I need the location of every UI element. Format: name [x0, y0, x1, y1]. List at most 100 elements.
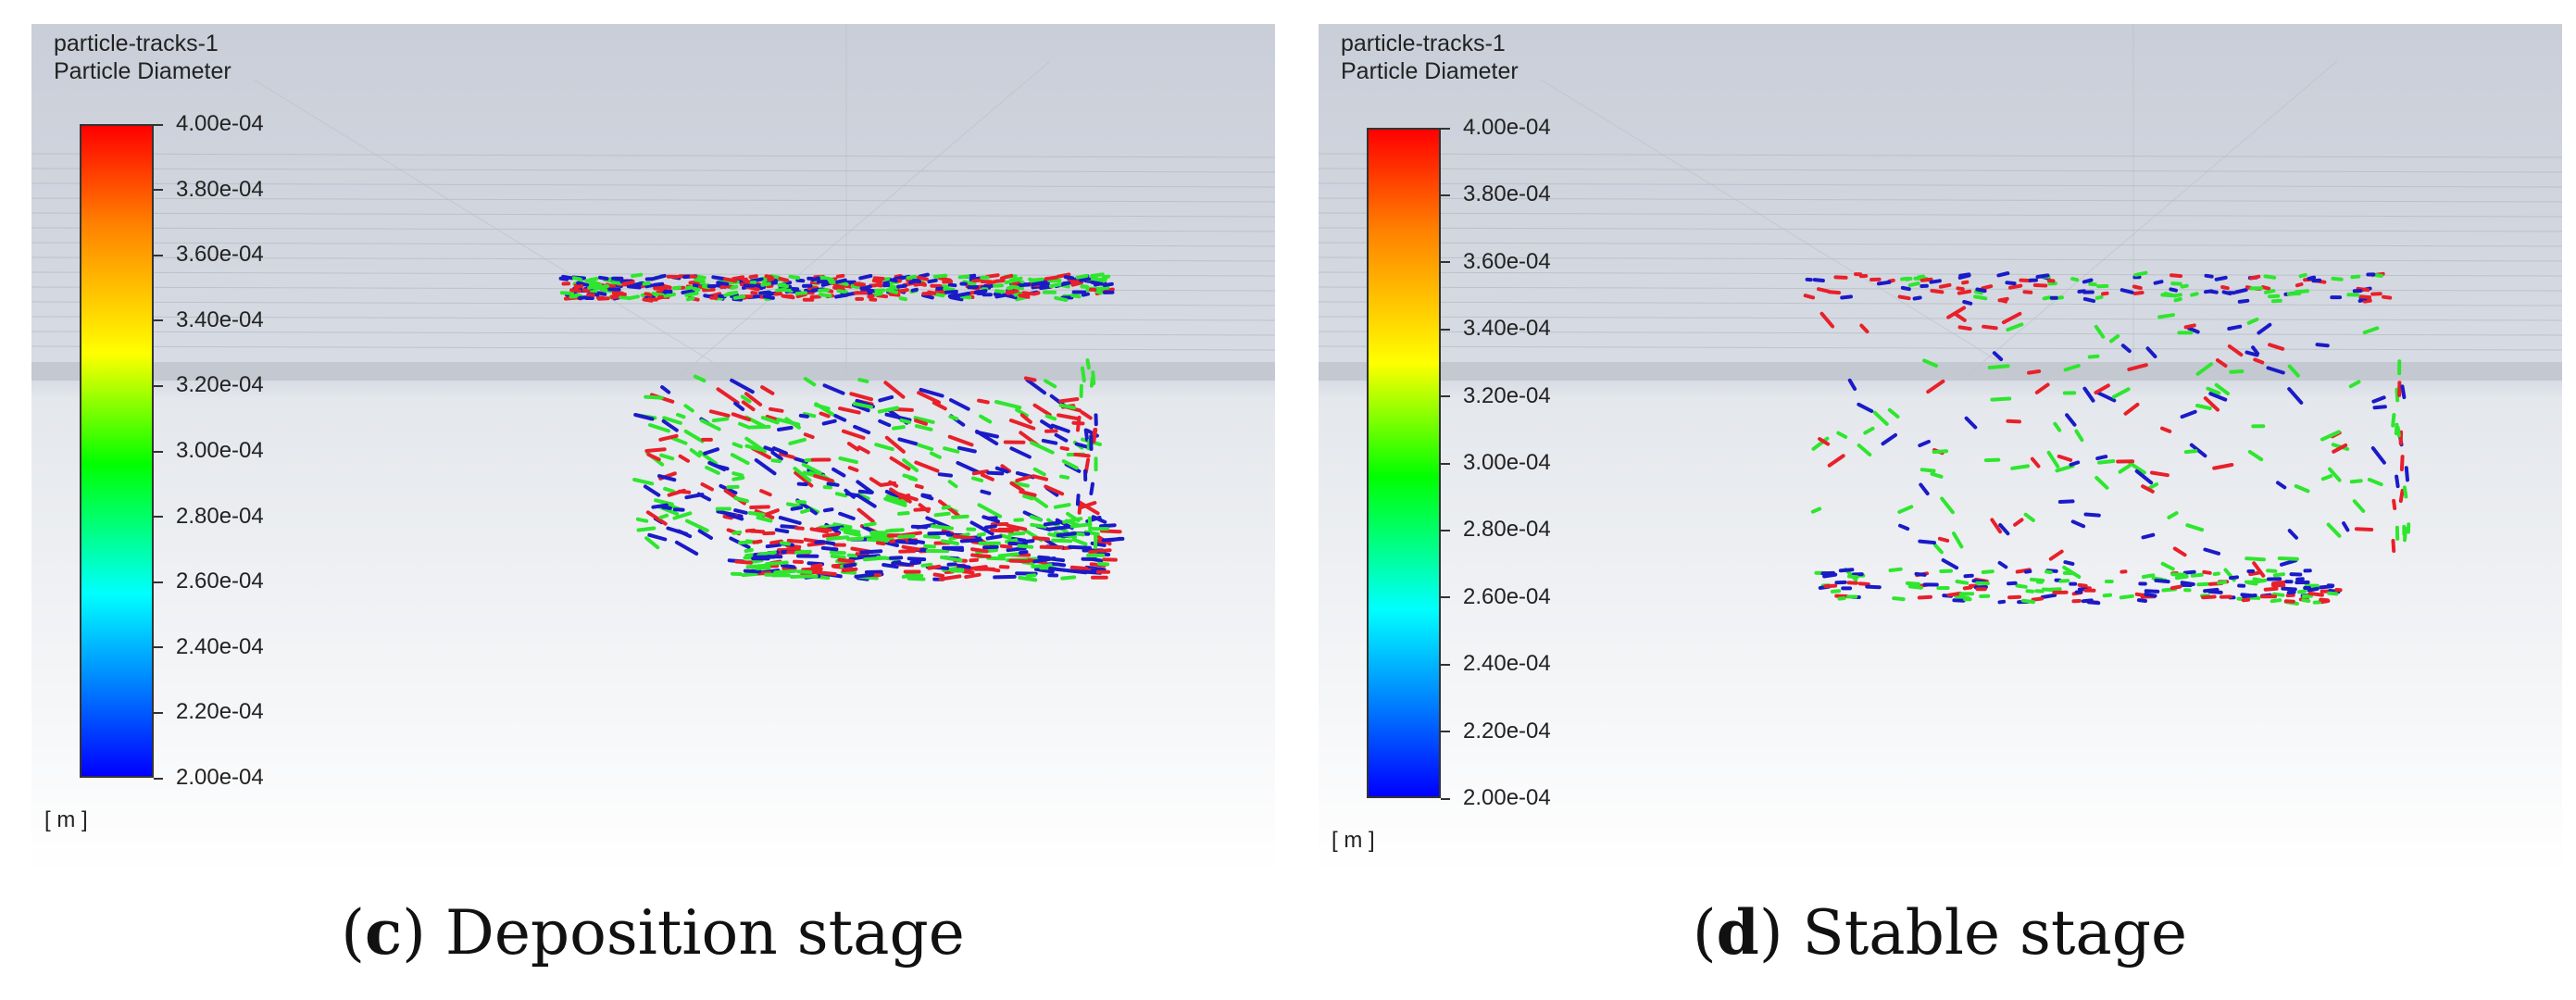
particle-streak	[2128, 461, 2146, 475]
particle-streak	[734, 559, 753, 565]
particle-streak	[1008, 276, 1023, 282]
particle-streak	[2362, 326, 2380, 335]
particle-streak	[730, 453, 750, 466]
legend-variable: Particle Diameter	[54, 58, 231, 84]
particle-streak	[1932, 449, 1949, 455]
particle-streak	[857, 507, 875, 523]
particle-streak	[1048, 282, 1062, 288]
mesh-line	[31, 212, 1275, 218]
particle-streak	[2074, 429, 2084, 443]
colorbar-tick-label: 3.80e-04	[154, 178, 264, 201]
particle-streak	[857, 445, 870, 455]
particle-streak	[755, 566, 771, 570]
particle-streak	[2132, 284, 2143, 291]
particle-streak	[769, 539, 783, 545]
particle-streak	[1088, 548, 1112, 555]
particle-streak	[1032, 556, 1057, 564]
particle-streak	[1090, 272, 1105, 278]
particle-streak	[923, 534, 941, 540]
particle-streak	[2398, 488, 2405, 504]
particle-streak	[947, 480, 958, 489]
particle-streak	[2251, 345, 2260, 356]
particle-streak	[1043, 520, 1061, 527]
particle-streak	[2332, 443, 2348, 454]
particle-streak	[2134, 592, 2145, 597]
particle-streak	[744, 553, 755, 558]
particle-streak	[982, 515, 1000, 524]
particle-streak	[908, 279, 920, 285]
particle-streak	[857, 378, 869, 383]
particle-streak	[654, 498, 674, 506]
particle-streak	[951, 514, 969, 519]
colorbar	[80, 124, 154, 778]
colorbar-tick-label: 3.20e-04	[154, 374, 264, 396]
colorbar-tick-label: 3.00e-04	[1441, 452, 1551, 474]
particle-streak	[1905, 581, 1920, 586]
particle-streak	[1926, 379, 1945, 394]
particle-streak	[2173, 297, 2182, 303]
particle-streak	[975, 430, 999, 439]
particle-streak	[696, 274, 707, 280]
colorbar-ticks: 4.00e-04 3.80e-04 3.60e-04 3.40e-04 3.20…	[1441, 117, 1589, 809]
particle-streak	[644, 447, 667, 453]
particle-streak	[1044, 379, 1057, 389]
particle-streak	[1990, 396, 2012, 402]
particle-streak	[676, 412, 686, 419]
particle-streak	[699, 419, 721, 431]
particle-streak	[1028, 277, 1038, 282]
particle-streak	[857, 489, 873, 494]
particle-streak	[2023, 512, 2035, 522]
particle-streak	[2270, 298, 2282, 304]
particle-streak	[2169, 287, 2178, 293]
particle-streak	[2356, 286, 2370, 293]
particle-streak	[917, 443, 934, 452]
particle-streak	[754, 283, 767, 290]
particle-streak	[587, 284, 600, 290]
particle-streak	[740, 394, 752, 404]
particle-streak	[2307, 275, 2317, 281]
particle-streak	[941, 539, 959, 545]
particle-streak	[2035, 273, 2050, 279]
particle-streak	[2143, 593, 2157, 598]
particle-streak	[832, 467, 846, 478]
particle-streak	[1044, 484, 1065, 496]
particle-streak	[2095, 294, 2104, 300]
particle-streak	[757, 550, 777, 557]
particle-streak	[2237, 298, 2250, 304]
particle-streak	[1859, 323, 1869, 334]
particle-streak	[1032, 403, 1052, 417]
particle-streak	[835, 273, 845, 279]
particle-streak	[1898, 523, 1910, 531]
particle-streak	[1102, 281, 1114, 287]
particle-streak	[1096, 561, 1110, 567]
particle-streak	[672, 511, 693, 520]
particle-streak	[744, 444, 763, 452]
particle-streak	[1039, 284, 1052, 291]
particle-streak	[644, 283, 654, 289]
mesh-line	[1540, 79, 2023, 377]
particle-streak	[1051, 538, 1073, 544]
particle-streak	[636, 526, 657, 532]
particle-streak	[732, 442, 744, 449]
particle-streak	[2307, 586, 2320, 593]
particle-streak	[1983, 457, 2001, 463]
particle-streak	[2045, 569, 2053, 575]
particle-streak	[2229, 575, 2239, 581]
particle-streak	[2206, 386, 2221, 395]
particle-streak	[869, 477, 882, 487]
particle-streak	[786, 538, 805, 544]
particle-streak	[811, 276, 820, 282]
particle-streak	[2173, 293, 2182, 298]
particle-streak	[2358, 294, 2372, 300]
colorbar-tick-label: 2.80e-04	[154, 505, 264, 528]
particle-streak	[841, 567, 858, 573]
particle-streak	[730, 293, 740, 298]
particle-streak	[2095, 391, 2117, 403]
particle-streak	[970, 553, 992, 558]
particle-streak	[2277, 556, 2299, 561]
particle-streak	[1103, 287, 1115, 293]
particle-streak	[933, 511, 951, 518]
particle-streak	[2025, 589, 2035, 594]
particle-streak	[1079, 501, 1097, 510]
particle-streak	[1008, 419, 1036, 431]
